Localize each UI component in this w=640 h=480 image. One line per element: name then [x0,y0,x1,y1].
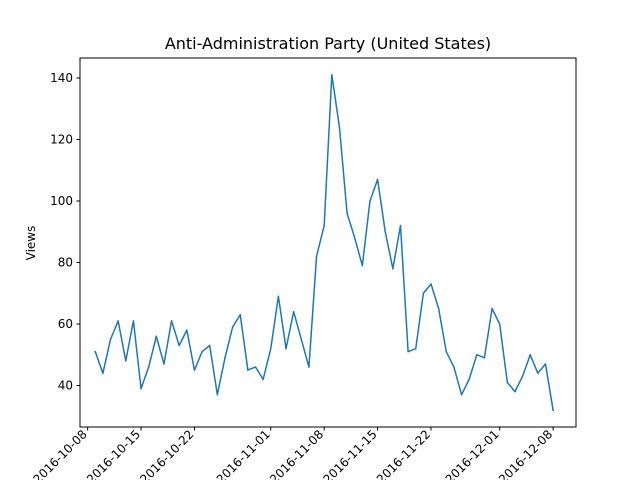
data-point [384,230,386,233]
y-tick-label: 60 [58,317,73,331]
axes-frame [79,57,577,428]
data-point [361,264,364,267]
x-tick-label: 2016-10-15 [84,427,143,480]
data-point [147,366,150,368]
data-point [300,338,303,341]
data-point [163,363,165,365]
data-point [231,326,234,328]
data-point [178,344,180,347]
data-point [544,363,547,365]
data-point [346,212,348,215]
data-point [537,372,539,374]
data-point [422,292,425,294]
data-point [315,255,318,258]
data-point [491,307,493,310]
data-point [552,409,554,411]
y-tick-label: 140 [50,71,73,85]
data-point [117,320,119,322]
data-point [353,237,356,239]
data-point [331,74,333,76]
data-point [186,329,188,331]
data-point [155,335,158,338]
data-point [323,224,325,227]
data-point [247,369,249,371]
data-point [140,387,142,390]
data-point [369,200,371,202]
data-point [270,347,272,350]
data-point [521,375,524,378]
data-point [445,350,448,353]
x-tick-label: 2016-12-08 [496,427,555,480]
data-point [437,307,440,310]
data-point [430,283,432,285]
data-point [132,320,135,322]
data-point [170,320,173,322]
data-point [338,126,341,128]
x-tick-label: 2016-11-08 [267,427,326,480]
x-tick-label: 2016-11-22 [374,427,433,480]
data-point [399,224,402,227]
data-point [376,178,379,181]
y-tick-label: 80 [58,255,73,269]
data-point [94,350,97,353]
data-point [506,381,509,384]
data-point [239,314,241,316]
data-point [277,295,280,298]
x-tick-label: 2016-12-01 [443,427,502,480]
data-point [483,357,486,359]
x-tick-label: 2016-10-22 [137,427,196,480]
data-point [460,393,463,396]
y-tick-label: 100 [50,194,73,208]
data-point [224,357,226,359]
series-line [94,74,554,411]
data-point [292,310,295,313]
x-tick-label: 2016-11-15 [321,427,380,480]
data-point [109,338,112,341]
data-point [125,360,127,362]
data-point [308,366,310,368]
data-point [498,323,501,325]
data-point [262,378,264,381]
data-point [208,344,211,347]
data-point [468,378,470,381]
chart-title: Anti-Administration Party (United States… [165,34,491,53]
data-point [254,366,257,368]
data-point [201,350,203,353]
data-point [392,267,394,270]
x-tick-label: 2016-10-08 [31,427,90,480]
data-point [216,393,219,396]
data-point [193,369,196,371]
data-point [514,390,516,393]
x-tick-label: 2016-11-01 [214,427,273,480]
data-point [529,353,531,356]
data-point [407,350,409,353]
y-tick-label: 120 [50,132,73,146]
plot-area: 4060801001201402016-10-082016-10-152016-… [31,71,556,480]
y-axis-label: Views [24,226,38,261]
y-tick-label: 40 [58,378,73,392]
data-point [285,347,287,350]
data-point [102,372,104,374]
data-point [415,347,417,350]
data-point [453,366,455,368]
data-point [476,353,478,356]
